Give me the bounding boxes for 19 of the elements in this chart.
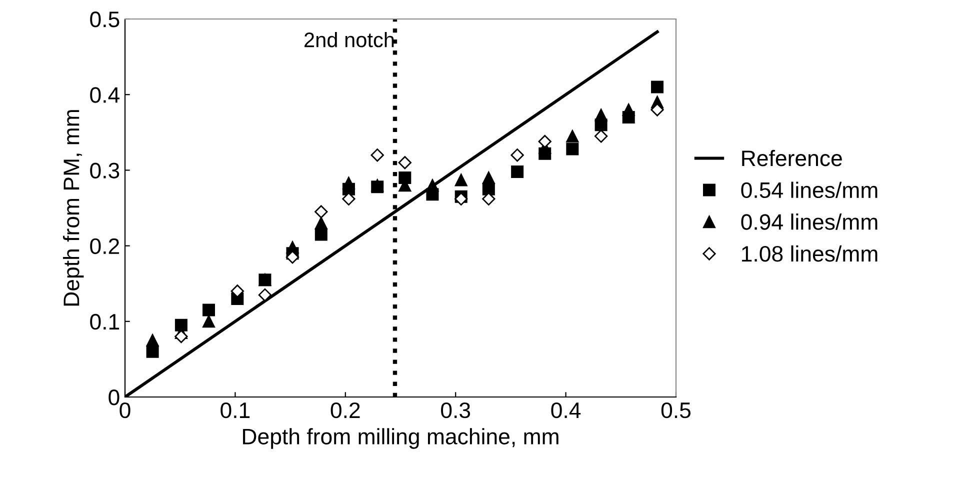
legend-label: 1.08 lines/mm	[742, 245, 878, 262]
y-tick-label: 0	[108, 390, 120, 406]
legend-label: Reference	[742, 150, 842, 166]
y-tick-label: 0.2	[90, 238, 120, 254]
x-tick-label: 0.5	[661, 402, 691, 418]
x-tick-label: 0.4	[551, 402, 581, 418]
y-axis-title: Depth from PM, mm	[62, 110, 84, 306]
y-tick-label: 0.4	[90, 87, 120, 103]
ref-line-label: 2nd notch	[304, 32, 394, 48]
y-tick-label: 0.5	[90, 12, 120, 28]
x-axis-title: Depth from milling machine, mm	[243, 428, 558, 449]
y-tick-label: 0.3	[90, 162, 120, 178]
x-tick-label: 0.1	[220, 402, 250, 418]
x-tick-label: 0.2	[330, 402, 360, 418]
legend-label: 0.54 lines/mm	[741, 182, 878, 198]
x-tick-label: 0.3	[441, 402, 470, 418]
y-tick-label: 0.1	[90, 314, 120, 330]
x-tick-label: 0	[120, 402, 130, 418]
legend-label: 0.94 lines/mm	[741, 214, 878, 230]
